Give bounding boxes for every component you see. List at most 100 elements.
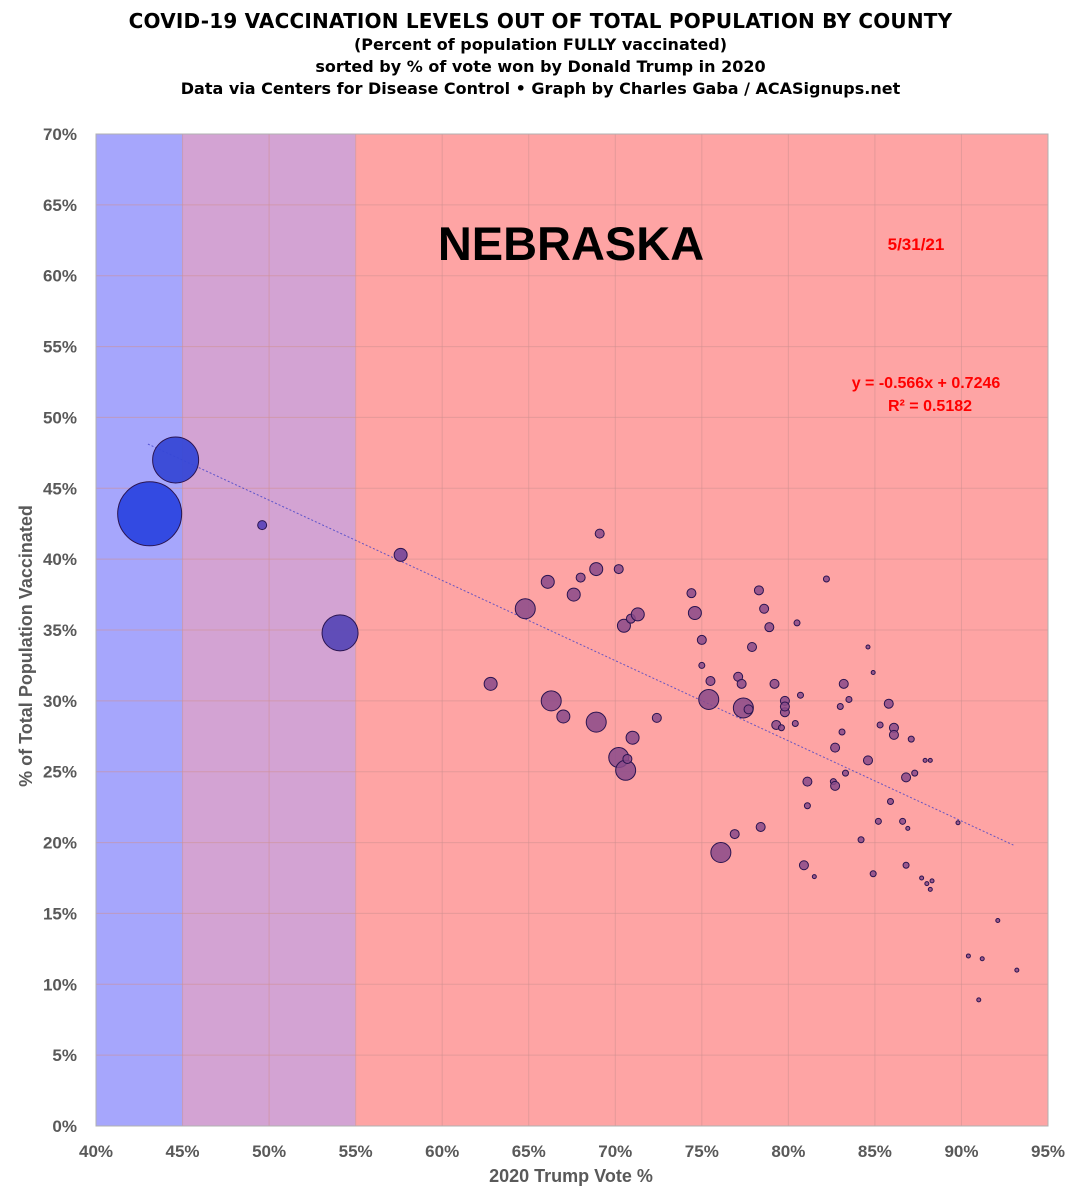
data-point [927, 886, 933, 892]
data-point [976, 997, 982, 1003]
data-point [594, 528, 605, 539]
data-point [979, 956, 985, 962]
data-point [862, 755, 873, 766]
trendline-r-squared: R² = 0.5182 [888, 398, 972, 415]
data-point [747, 642, 758, 653]
data-point [257, 520, 268, 531]
x-axis-ticks: 40% 45% 50% 55% 60% 65% 70% 75% 80% 85% 90% 95% [79, 1142, 1065, 1161]
data-point [764, 622, 775, 633]
data-point [883, 698, 894, 709]
data-point [838, 678, 849, 689]
data-point [705, 676, 716, 687]
y-tick-label: 0% [52, 1117, 77, 1136]
data-point [791, 720, 799, 728]
data-point [540, 690, 562, 712]
trendline-group [147, 443, 1014, 846]
data-point [625, 730, 640, 745]
x-tick-label: 45% [166, 1142, 200, 1161]
data-point [927, 757, 933, 763]
data-point [899, 817, 907, 825]
data-point [811, 874, 817, 880]
x-tick-label: 80% [771, 1142, 805, 1161]
data-point [796, 691, 804, 699]
data-point [575, 572, 586, 583]
y-axis-ticks: 0% 5% 10% 15% 20% 25% 30% 35% 40% 45% 50% 55% 60% 65%… [43, 125, 77, 1136]
data-point [585, 711, 607, 733]
chart-titles: COVID-19 VACCINATION LEVELS OUT OF TOTAL… [0, 8, 1081, 100]
data-point [955, 820, 961, 826]
trendline [147, 443, 1014, 846]
data-point [836, 703, 844, 711]
data-point [613, 564, 624, 575]
data-point [589, 562, 604, 577]
x-tick-label: 40% [79, 1142, 113, 1161]
data-point [483, 676, 498, 691]
x-axis-title: 2020 Trump Vote % [489, 1166, 653, 1186]
data-point [736, 678, 747, 689]
y-tick-label: 35% [43, 621, 77, 640]
data-point [540, 574, 555, 589]
x-tick-label: 55% [339, 1142, 373, 1161]
data-point [1014, 967, 1020, 973]
data-point [876, 721, 884, 729]
y-tick-label: 70% [43, 125, 77, 144]
data-point [622, 753, 633, 764]
data-point [830, 742, 841, 753]
data-point [822, 575, 830, 583]
data-point [870, 670, 876, 676]
data-point [556, 709, 571, 724]
y-tick-label: 60% [43, 267, 77, 286]
x-tick-label: 60% [425, 1142, 459, 1161]
data-point [845, 695, 853, 703]
data-point [830, 780, 841, 791]
y-tick-label: 10% [43, 975, 77, 994]
x-tick-label: 75% [685, 1142, 719, 1161]
data-point [841, 769, 849, 777]
data-point [905, 825, 911, 831]
data-point [514, 598, 536, 620]
data-point [696, 634, 707, 645]
data-point [874, 817, 882, 825]
data-point [802, 776, 813, 787]
data-point [698, 661, 706, 669]
data-point [117, 481, 183, 547]
data-point [929, 878, 935, 884]
y-tick-label: 25% [43, 763, 77, 782]
x-tick-label: 90% [944, 1142, 978, 1161]
data-point [152, 436, 200, 484]
data-point [753, 585, 764, 596]
data-point [566, 587, 581, 602]
data-point [393, 547, 408, 562]
y-tick-label: 65% [43, 196, 77, 215]
data-point [901, 772, 912, 783]
data-point [888, 729, 899, 740]
data-point [616, 618, 631, 633]
data-point [911, 769, 919, 777]
data-point [743, 704, 754, 715]
y-tick-label: 20% [43, 834, 77, 853]
chart-subtitle-2: sorted by % of vote won by Donald Trump … [315, 57, 766, 76]
x-tick-label: 95% [1031, 1142, 1065, 1161]
x-tick-label: 50% [252, 1142, 286, 1161]
data-point [777, 724, 785, 732]
data-point [755, 821, 766, 832]
y-tick-label: 15% [43, 904, 77, 923]
data-point [865, 644, 871, 650]
data-point [759, 603, 770, 614]
date-label: 5/31/21 [888, 235, 945, 254]
data-point [965, 953, 971, 959]
data-point [907, 735, 915, 743]
data-point [803, 802, 811, 810]
data-point [924, 881, 930, 887]
trendline-equation: y = -0.566x + 0.7246 [852, 375, 1001, 392]
data-point [729, 829, 740, 840]
x-tick-label: 65% [512, 1142, 546, 1161]
data-point [857, 836, 865, 844]
y-tick-label: 50% [43, 408, 77, 427]
data-point [995, 918, 1001, 924]
data-point [838, 728, 846, 736]
y-tick-label: 55% [43, 338, 77, 357]
y-tick-label: 30% [43, 692, 77, 711]
data-point [919, 875, 925, 881]
